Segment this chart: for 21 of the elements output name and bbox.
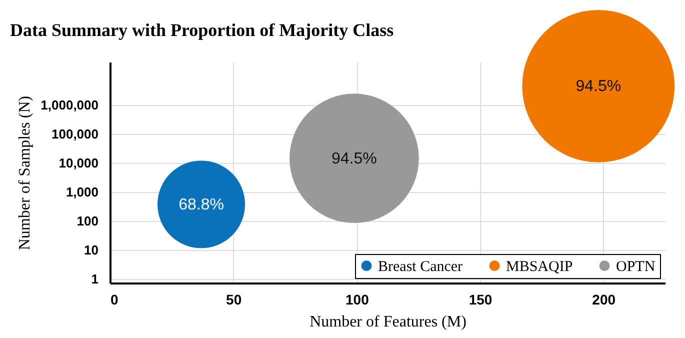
legend-label: OPTN: [616, 258, 656, 275]
y-tick-label: 10: [84, 242, 98, 258]
x-axis-title: Number of Features (M): [310, 314, 466, 330]
y-axis-title: Number of Samples (N): [16, 96, 34, 250]
x-tick-label: 200: [592, 292, 616, 308]
annotation: 68.8%: [178, 196, 224, 214]
annotation: 94.5%: [332, 150, 377, 168]
y-tick-label: 1: [91, 271, 98, 286]
x-tick-label: 0: [110, 292, 118, 308]
y-tick-label: 100,000: [52, 126, 98, 142]
y-tick-label: 10,000: [58, 155, 98, 170]
legend-label: Breast Cancer: [378, 258, 463, 275]
legend-label: MBSAQIP: [506, 258, 573, 275]
y-tick-label: 1,000,000: [40, 97, 98, 112]
x-tick-label: 50: [226, 292, 242, 308]
x-tick-label: 100: [345, 292, 370, 308]
y-tick-label: 100: [76, 213, 98, 228]
y-tick-label: 1,000: [66, 184, 98, 200]
annotation: 94.5%: [576, 78, 622, 96]
chart-title: Data Summary with Proportion of Majority Class: [10, 20, 394, 41]
x-tick-label: 150: [468, 292, 492, 308]
